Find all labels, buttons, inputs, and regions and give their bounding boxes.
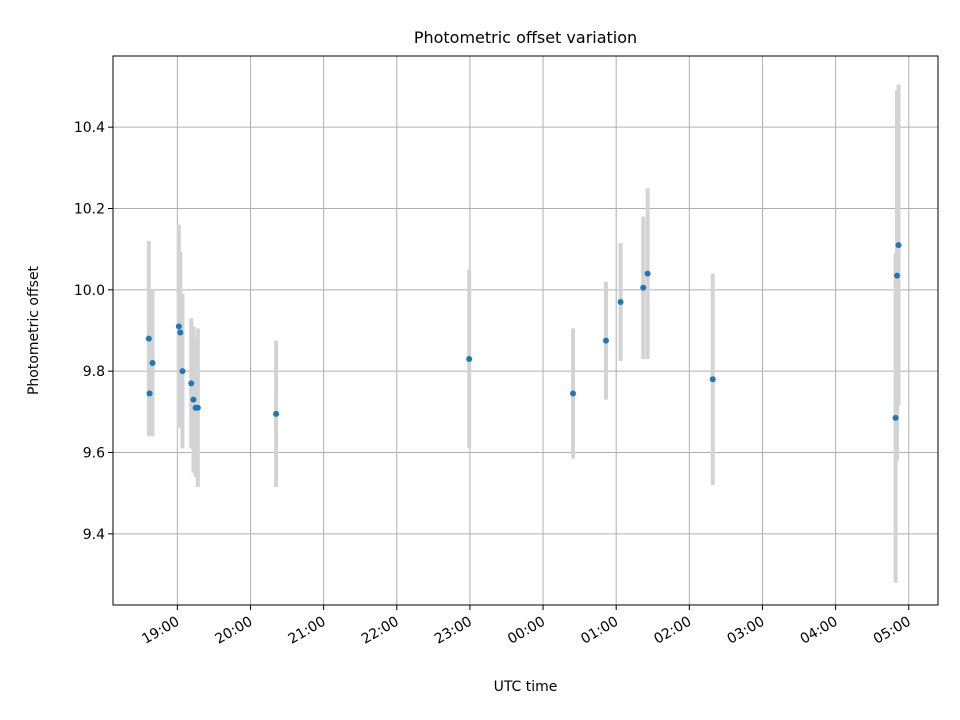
- chart-title: Photometric offset variation: [414, 28, 637, 47]
- y-tick-label: 9.6: [83, 446, 105, 462]
- data-point: [194, 404, 201, 411]
- data-point: [177, 329, 184, 336]
- y-gridlines: [113, 126, 938, 535]
- y-tick-label: 9.8: [83, 364, 105, 380]
- data-point: [188, 380, 195, 387]
- data-point: [175, 323, 182, 330]
- data-point: [179, 368, 186, 375]
- y-tick-label: 10.0: [74, 283, 105, 299]
- y-tick-label: 9.4: [83, 527, 105, 543]
- data-point: [644, 270, 651, 277]
- data-point: [466, 355, 473, 362]
- y-tick-label: 10.2: [74, 202, 105, 218]
- data-point: [895, 242, 902, 249]
- data-points: [145, 242, 902, 421]
- data-point: [892, 414, 899, 421]
- plot-frame: [112, 55, 939, 606]
- data-point: [149, 360, 156, 367]
- data-point: [709, 376, 716, 383]
- data-point: [570, 390, 577, 397]
- data-point: [617, 299, 624, 306]
- data-point: [273, 410, 280, 417]
- data-point: [145, 335, 152, 342]
- x-axis-label: UTC time: [494, 679, 558, 695]
- data-point: [190, 396, 197, 403]
- y-axis-ticks: 9.4 9.6 9.8 10.0 10.2 10.4: [74, 120, 113, 543]
- y-tick-label: 10.4: [74, 120, 105, 136]
- y-axis-label: Photometric offset: [26, 265, 42, 395]
- data-point: [602, 337, 609, 344]
- data-point: [146, 390, 153, 397]
- data-point: [640, 284, 647, 291]
- data-point: [894, 272, 901, 279]
